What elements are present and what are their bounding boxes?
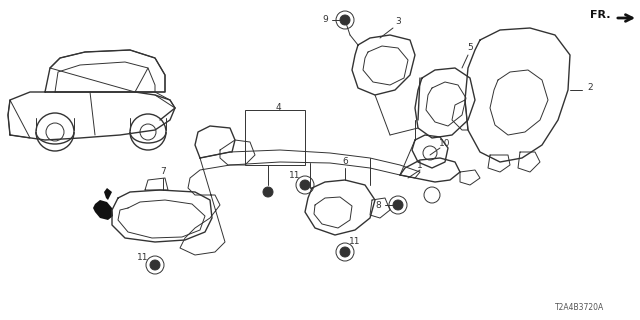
Text: 11: 11	[349, 237, 361, 246]
Text: 4: 4	[275, 103, 281, 113]
Circle shape	[300, 180, 310, 190]
Circle shape	[150, 260, 160, 270]
Circle shape	[263, 187, 273, 197]
Circle shape	[340, 247, 350, 257]
Circle shape	[340, 15, 350, 25]
Text: 11: 11	[137, 253, 148, 262]
Circle shape	[393, 200, 403, 210]
Polygon shape	[93, 200, 113, 220]
Text: 6: 6	[342, 157, 348, 166]
Text: 10: 10	[439, 139, 451, 148]
Text: 5: 5	[467, 44, 473, 52]
Text: 11: 11	[289, 171, 301, 180]
Text: 9: 9	[322, 15, 328, 25]
Text: 8: 8	[375, 201, 381, 210]
Polygon shape	[104, 188, 112, 200]
Text: 2: 2	[587, 84, 593, 92]
Text: 7: 7	[160, 167, 166, 177]
Text: FR.: FR.	[589, 10, 611, 20]
Text: T2A4B3720A: T2A4B3720A	[556, 303, 605, 313]
Bar	[245, 110, 305, 165]
Text: 1: 1	[417, 161, 423, 170]
Text: 3: 3	[395, 18, 401, 27]
